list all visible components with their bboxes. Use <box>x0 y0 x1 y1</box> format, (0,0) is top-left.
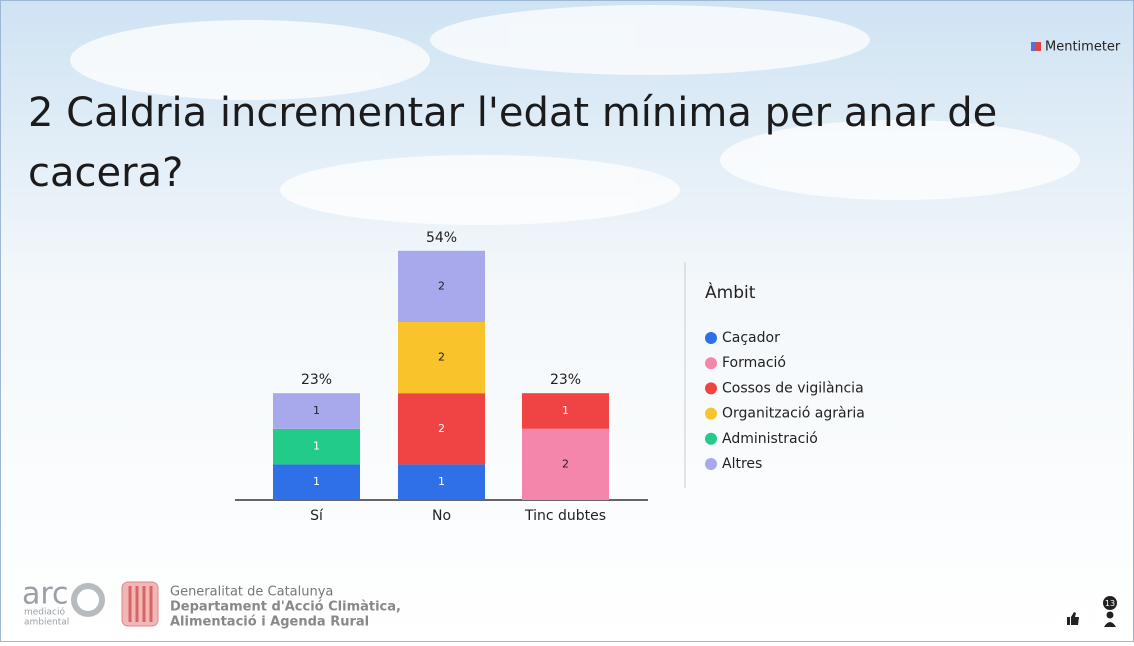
page: Mentimeter 2 Caldria incrementar l'edat … <box>0 0 1134 642</box>
data-label: 1 <box>313 440 320 453</box>
x-tick-label: Sí <box>310 508 324 524</box>
slide: Mentimeter 2 Caldria incrementar l'edat … <box>0 0 1134 642</box>
data-label: 2 <box>438 351 445 364</box>
data-label: 1 <box>438 475 445 488</box>
arc-logo: arc <box>22 577 69 612</box>
org-line: Generalitat de Catalunya <box>170 585 333 600</box>
x-tick-label: No <box>432 508 451 524</box>
arc-sub: mediació <box>24 607 65 618</box>
legend-label: Administració <box>722 431 818 447</box>
legend-label: Caçador <box>722 330 780 346</box>
reaction-button[interactable] <box>1059 606 1087 634</box>
legend-title: Àmbit <box>705 281 756 303</box>
org-shield <box>122 582 158 626</box>
arc-sub: ambiental <box>24 618 69 628</box>
data-label: 1 <box>313 404 320 417</box>
brand: Mentimeter <box>1045 40 1121 55</box>
legend-swatch <box>705 458 717 470</box>
percent-label: 23% <box>301 372 332 388</box>
legend-label: Organització agrària <box>722 406 865 422</box>
legend-label: Formació <box>722 355 786 371</box>
percent-label: 54% <box>426 230 457 246</box>
legend-swatch <box>705 433 717 445</box>
org-line: Departament d'Acció Climàtica, <box>170 600 401 615</box>
x-tick-label: Tinc dubtes <box>524 508 606 524</box>
data-label: 1 <box>313 475 320 488</box>
legend-swatch <box>705 357 717 369</box>
brand-icon <box>1031 42 1036 51</box>
participant-count: 13 <box>1105 599 1115 608</box>
org-line: Alimentació i Agenda Rural <box>170 615 369 630</box>
data-label: 2 <box>562 457 569 470</box>
legend-label: Altres <box>722 456 762 472</box>
legend-swatch <box>705 408 717 420</box>
data-label: 1 <box>562 404 569 417</box>
percent-label: 23% <box>550 372 581 388</box>
legend-swatch <box>705 382 717 394</box>
data-label: 2 <box>438 422 445 435</box>
legend-swatch <box>705 332 717 344</box>
data-label: 2 <box>438 279 445 292</box>
legend-label: Cossos de vigilància <box>722 380 864 396</box>
